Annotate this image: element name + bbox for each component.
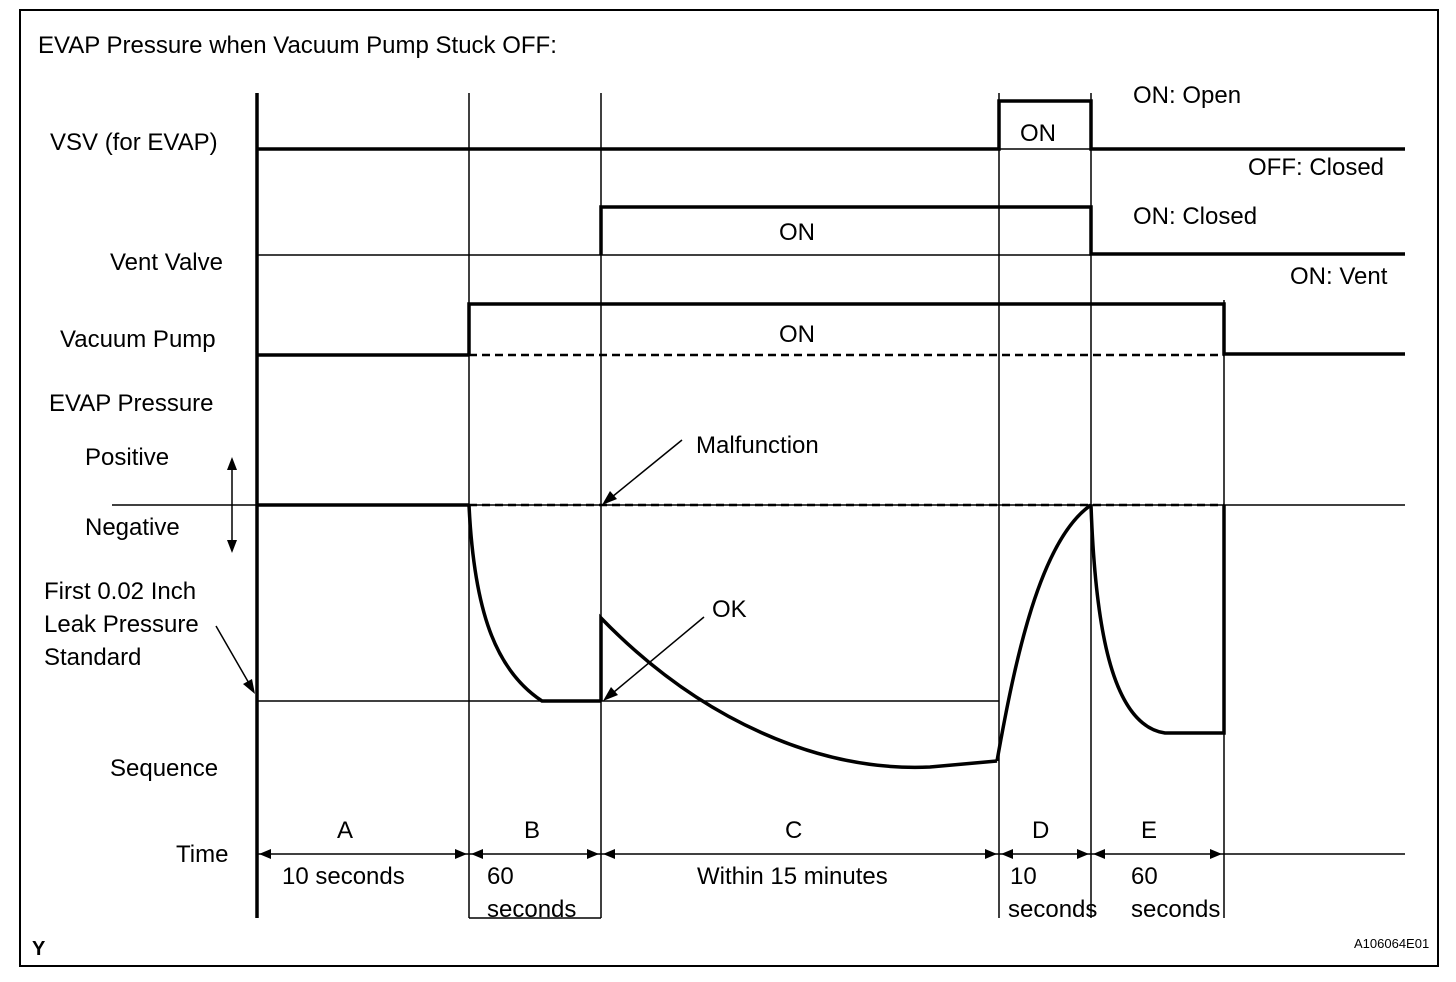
pressure-curve-e [1089,504,1226,735]
diagram-title: EVAP Pressure when Vacuum Pump Stuck OFF… [38,32,557,59]
sequence-label: Sequence [110,755,218,782]
ok-label: OK [712,596,747,623]
vsv-label: VSV (for EVAP) [50,129,218,156]
vacuum-pump-label: Vacuum Pump [60,326,216,353]
duration-d-line2: seconds [1008,896,1097,923]
leak-standard-label-2: Leak Pressure [44,611,199,638]
positive-label: Positive [85,444,169,471]
vent-valve-label: Vent Valve [110,249,223,276]
vent-valve-off-state: ON: Vent [1290,263,1388,290]
vent-valve-signal [599,205,1405,256]
duration-e-line2: seconds [1131,896,1220,923]
duration-e-line1: 60 [1131,863,1158,890]
pressure-curve-c [599,613,998,770]
sequence-letter-e: E [1141,817,1157,844]
vent-valve-on-state: ON: Closed [1133,203,1257,230]
vent-valve-on-label: ON [779,219,815,246]
pressure-curve-d [995,503,1092,762]
vsv-off-state: OFF: Closed [1248,154,1384,181]
malfunction-label: Malfunction [696,432,819,459]
evap-pressure-label: EVAP Pressure [49,390,214,417]
negative-label: Negative [85,514,180,541]
leak-standard-label-1: First 0.02 Inch [44,578,196,605]
vacuum-pump-on-label: ON [779,321,815,348]
vsv-signal [257,99,1405,151]
sequence-letter-d: D [1032,817,1049,844]
malfunction-pointer [602,439,683,505]
duration-d-line1: 10 [1010,863,1037,890]
duration-b-line1: 60 [487,863,514,890]
vsv-on-state: ON: Open [1133,82,1241,109]
sequence-letter-b: B [524,817,540,844]
sequence-letter-a: A [337,817,353,844]
vacuum-pump-signal [467,302,1405,356]
time-axis [257,849,1405,859]
ok-pointer [603,616,705,701]
duration-c: Within 15 minutes [697,863,888,890]
leak-standard-label-3: Standard [44,644,141,671]
pressure-curve-b [467,504,601,703]
time-label: Time [176,841,228,868]
footer-mark: Y [32,938,46,960]
sequence-letter-c: C [785,817,802,844]
duration-b-line2: seconds [487,896,576,923]
figure-code: A106064E01 [1354,936,1429,951]
leak-standard-pointer [215,625,255,694]
vsv-on-label: ON [1020,120,1056,147]
duration-a: 10 seconds [282,863,405,890]
